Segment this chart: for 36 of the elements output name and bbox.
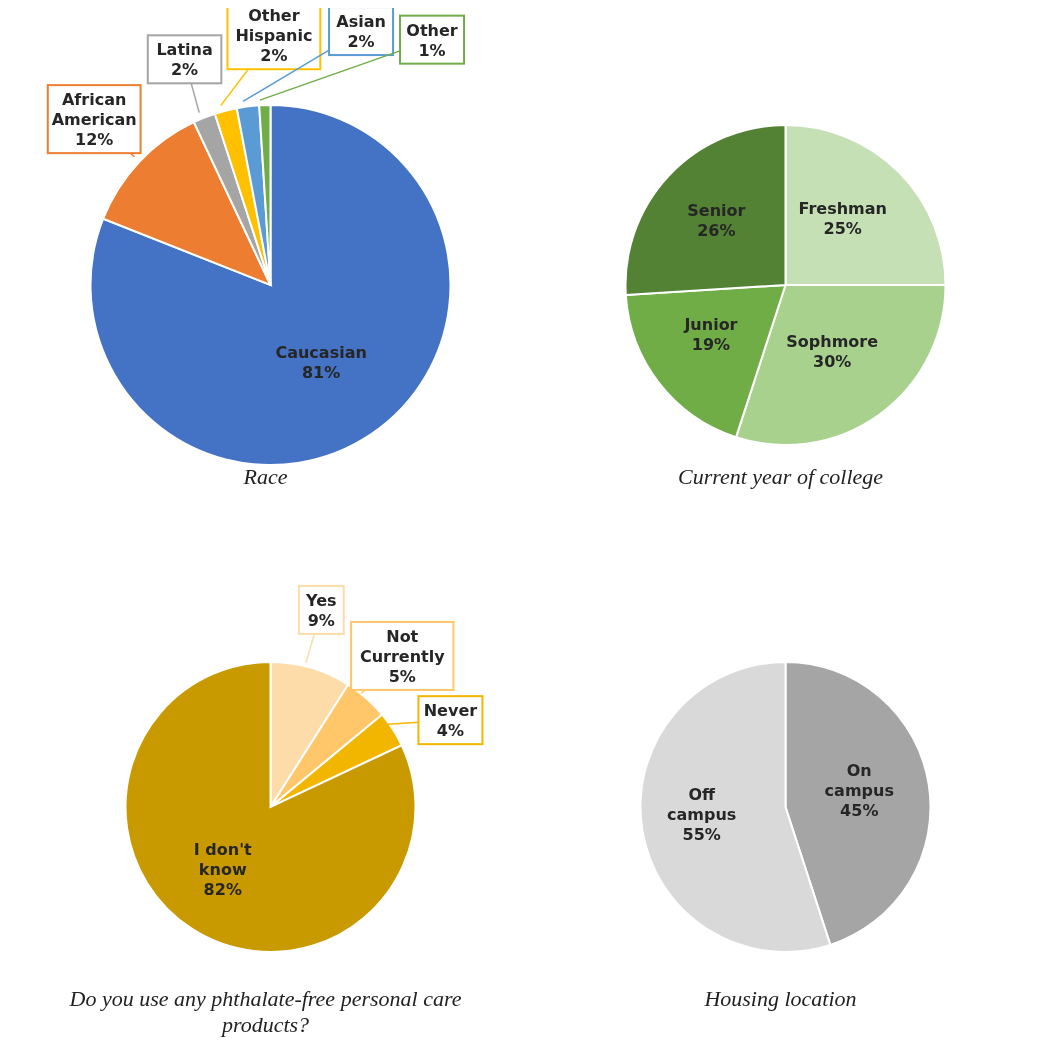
slice-label: Not Currently bbox=[359, 626, 446, 666]
data-label: 45% bbox=[840, 800, 879, 820]
slice-label: Never bbox=[423, 700, 478, 720]
slice-label: African American bbox=[51, 89, 137, 129]
slice-label: I don't know bbox=[193, 839, 253, 879]
text: Current year of college bbox=[676, 464, 885, 490]
data-label: 55% bbox=[682, 824, 721, 844]
data-label: 12% bbox=[75, 129, 114, 149]
data-label: 2% bbox=[170, 59, 199, 79]
data-label: 2% bbox=[260, 45, 288, 65]
data-label: 5% bbox=[388, 666, 416, 686]
data-label: 81% bbox=[302, 362, 341, 382]
slice-label: Other Hispanic bbox=[235, 5, 313, 45]
slice-label: Off campus bbox=[667, 784, 737, 824]
text: Race bbox=[242, 464, 289, 490]
data-label: 4% bbox=[436, 720, 465, 740]
data-label: 26% bbox=[697, 220, 736, 240]
slice-label: On campus bbox=[824, 760, 894, 800]
slice-label: Junior bbox=[683, 314, 738, 334]
slice-label: Caucasian bbox=[275, 342, 367, 362]
text: Do you use any phthalate-free personal care products? bbox=[68, 986, 463, 1038]
slice-label: Yes bbox=[305, 590, 337, 610]
data-label: 25% bbox=[823, 218, 862, 238]
data-label: 1% bbox=[418, 40, 446, 60]
slice-label: Freshman bbox=[798, 198, 887, 218]
data-label: 2% bbox=[347, 31, 375, 51]
data-label: 9% bbox=[307, 610, 335, 630]
data-label: 30% bbox=[813, 351, 852, 371]
data-label: 19% bbox=[691, 334, 731, 354]
slice-label: Sophmore bbox=[786, 331, 879, 351]
slice-label: Senior bbox=[687, 200, 746, 220]
data-label: 82% bbox=[203, 879, 242, 899]
text: Housing location bbox=[703, 986, 858, 1012]
slice-label: Other bbox=[406, 20, 458, 40]
slice-label: Latina bbox=[156, 39, 213, 59]
slice-label: Asian bbox=[336, 11, 386, 31]
